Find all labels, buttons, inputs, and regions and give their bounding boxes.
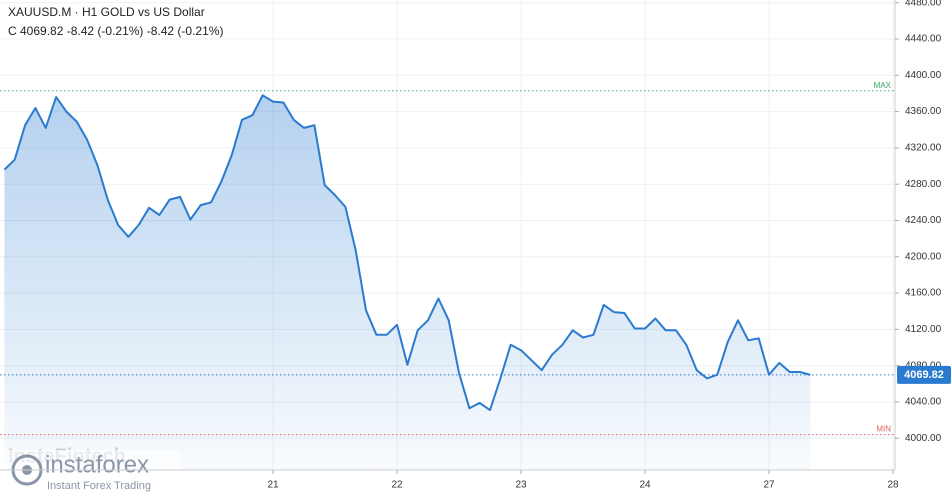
- last-price-tag: [897, 365, 951, 384]
- x-tick-label: 22: [391, 480, 403, 491]
- y-tick-label: 4480.00: [905, 0, 942, 8]
- max-line-label: MAX: [874, 81, 892, 90]
- x-tick-label: 21: [267, 480, 279, 491]
- price-line: [3, 94, 811, 412]
- y-tick-label: 4080.00: [905, 360, 942, 371]
- x-tick-label: 28: [887, 480, 899, 491]
- logo-tagline: Instant Forex Trading: [47, 480, 151, 492]
- y-tick-label: 4440.00: [905, 34, 942, 45]
- logo-name: instaforex: [45, 451, 149, 478]
- y-tick-label: 4280.00: [905, 179, 942, 190]
- x-tick-label: 24: [639, 480, 651, 491]
- y-tick-label: 4360.00: [905, 106, 942, 117]
- logo: instaforex Instant Forex Trading: [4, 450, 180, 494]
- last-price-label: 4069.82: [904, 369, 944, 381]
- chart-title: XAUUSD.M · H1 GOLD vs US Dollar: [8, 5, 205, 19]
- y-tick-label: 4400.00: [905, 70, 942, 81]
- y-tick-label: 4120.00: [905, 324, 942, 335]
- chart-subtitle: C 4069.82 -8.42 (-0.21%) -8.42 (-0.21%): [8, 24, 223, 38]
- x-tick-label: 23: [515, 480, 527, 491]
- y-tick-label: 4160.00: [905, 288, 942, 299]
- y-tick-label: 4200.00: [905, 251, 942, 262]
- y-tick-label: 4240.00: [905, 215, 942, 226]
- min-line-label: MIN: [876, 425, 891, 434]
- x-tick-label: 27: [763, 480, 775, 491]
- y-tick-label: 4040.00: [905, 397, 942, 408]
- y-tick-label: 4320.00: [905, 143, 942, 154]
- y-tick-label: 4000.00: [905, 433, 942, 444]
- area-fill: [4, 95, 811, 471]
